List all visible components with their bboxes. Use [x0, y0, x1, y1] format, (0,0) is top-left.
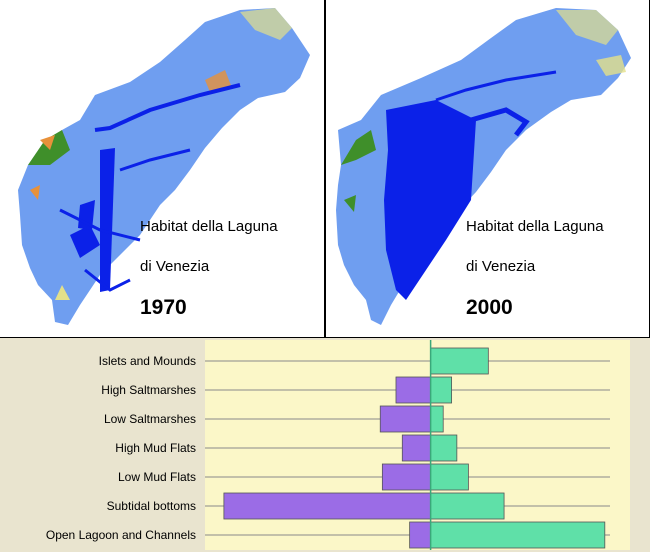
- lagoon-map-1970: [18, 8, 310, 325]
- bar-positive: [430, 376, 453, 404]
- bar-negative: [395, 376, 432, 404]
- bar-positive: [430, 521, 606, 549]
- map-panel-2000: Habitat della Laguna di Venezia 2000: [325, 0, 650, 338]
- map-caption-line2: di Venezia: [466, 258, 536, 275]
- bar-negative: [379, 405, 432, 433]
- bar-negative: [381, 463, 432, 491]
- category-label: Open Lagoon and Channels: [46, 528, 196, 542]
- bar-negative: [409, 521, 432, 549]
- habitat-change-bar-chart: Islets and Mounds High Saltmarshes Low Sal…: [46, 340, 630, 550]
- bar-positive: [430, 405, 444, 433]
- map-caption-line1: Habitat della Laguna: [466, 218, 604, 235]
- map-caption-line1: Habitat della Laguna: [140, 218, 278, 235]
- habitat-change-chart: Islets and Mounds High Saltmarshes Low Sal…: [0, 338, 650, 552]
- map-year-label: 2000: [466, 296, 513, 319]
- bar-positive: [430, 492, 505, 520]
- map-caption-line2: di Venezia: [140, 258, 210, 275]
- category-label: Islets and Mounds: [99, 354, 196, 368]
- bar-positive: [430, 347, 489, 375]
- category-label: Low Saltmarshes: [104, 412, 196, 426]
- lagoon-map-2000: [336, 8, 631, 325]
- category-label: High Saltmarshes: [101, 383, 196, 397]
- category-label: Subtidal bottoms: [107, 499, 196, 513]
- bar-positive: [430, 434, 458, 462]
- bar-negative: [401, 434, 432, 462]
- category-label: Low Mud Flats: [118, 470, 196, 484]
- map-year-label: 1970: [140, 296, 187, 319]
- bar-positive: [430, 463, 469, 491]
- map-panel-1970: Habitat della Laguna di Venezia 1970: [0, 0, 325, 338]
- bar-negative: [223, 492, 432, 520]
- category-label: High Mud Flats: [115, 441, 196, 455]
